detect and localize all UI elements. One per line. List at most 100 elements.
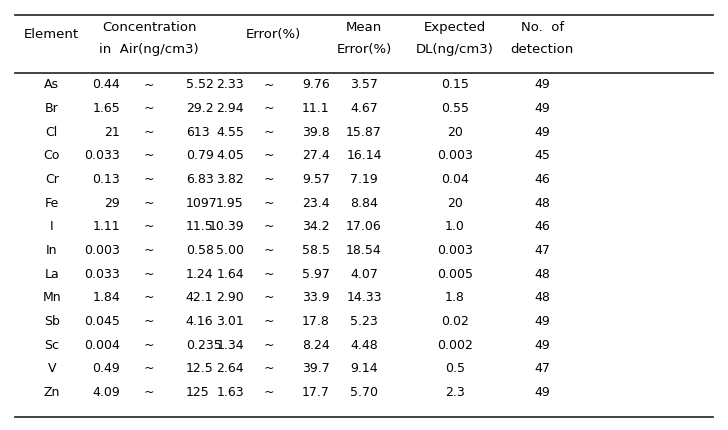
Text: Mean: Mean (346, 22, 382, 34)
Text: 10.39: 10.39 (208, 220, 244, 233)
Text: Sb: Sb (44, 315, 60, 328)
Text: 2.90: 2.90 (216, 291, 244, 304)
Text: in  Air(ng/cm3): in Air(ng/cm3) (100, 43, 199, 56)
Text: ~: ~ (143, 78, 154, 92)
Text: 2.64: 2.64 (216, 362, 244, 375)
Text: ~: ~ (143, 220, 154, 233)
Text: 5.70: 5.70 (350, 386, 378, 399)
Text: 39.8: 39.8 (302, 126, 330, 139)
Text: 4.55: 4.55 (216, 126, 244, 139)
Text: 4.07: 4.07 (350, 267, 378, 281)
Text: 48: 48 (534, 291, 550, 304)
Text: 7.19: 7.19 (350, 173, 378, 186)
Text: ~: ~ (264, 315, 274, 328)
Text: 1.63: 1.63 (216, 386, 244, 399)
Text: 1.34: 1.34 (216, 338, 244, 352)
Text: 1.24: 1.24 (186, 267, 213, 281)
Text: ~: ~ (264, 220, 274, 233)
Text: 0.02: 0.02 (441, 315, 469, 328)
Text: Sc: Sc (44, 338, 59, 352)
Text: 0.235: 0.235 (186, 338, 221, 352)
Text: 58.5: 58.5 (302, 244, 330, 257)
Text: 16.14: 16.14 (347, 149, 381, 163)
Text: ~: ~ (264, 102, 274, 115)
Text: ~: ~ (264, 386, 274, 399)
Text: 0.045: 0.045 (84, 315, 120, 328)
Text: 8.24: 8.24 (302, 338, 330, 352)
Text: As: As (44, 78, 59, 92)
Text: 46: 46 (534, 220, 550, 233)
Text: 1.84: 1.84 (92, 291, 120, 304)
Text: 6.83: 6.83 (186, 173, 213, 186)
Text: Mn: Mn (42, 291, 61, 304)
Text: 3.82: 3.82 (216, 173, 244, 186)
Text: 1.11: 1.11 (92, 220, 120, 233)
Text: 0.44: 0.44 (92, 78, 120, 92)
Text: Concentration: Concentration (102, 22, 197, 34)
Text: 46: 46 (534, 173, 550, 186)
Text: Element: Element (24, 28, 79, 41)
Text: 9.14: 9.14 (350, 362, 378, 375)
Text: In: In (46, 244, 58, 257)
Text: ~: ~ (143, 102, 154, 115)
Text: 2.94: 2.94 (216, 102, 244, 115)
Text: 1.0: 1.0 (445, 220, 465, 233)
Text: 1.95: 1.95 (216, 197, 244, 210)
Text: 0.033: 0.033 (84, 149, 120, 163)
Text: ~: ~ (264, 267, 274, 281)
Text: 0.58: 0.58 (186, 244, 213, 257)
Text: Cl: Cl (46, 126, 58, 139)
Text: Cr: Cr (44, 173, 59, 186)
Text: ~: ~ (143, 173, 154, 186)
Text: 20: 20 (447, 197, 463, 210)
Text: 49: 49 (534, 102, 550, 115)
Text: 4.05: 4.05 (216, 149, 244, 163)
Text: 9.57: 9.57 (302, 173, 330, 186)
Text: ~: ~ (264, 78, 274, 92)
Text: La: La (44, 267, 59, 281)
Text: 48: 48 (534, 197, 550, 210)
Text: 4.48: 4.48 (350, 338, 378, 352)
Text: 12.5: 12.5 (186, 362, 213, 375)
Text: 11.5: 11.5 (186, 220, 213, 233)
Text: 27.4: 27.4 (302, 149, 330, 163)
Text: 49: 49 (534, 338, 550, 352)
Text: 4.16: 4.16 (186, 315, 213, 328)
Text: 49: 49 (534, 386, 550, 399)
Text: 15.87: 15.87 (346, 126, 382, 139)
Text: Error(%): Error(%) (336, 43, 392, 56)
Text: 20: 20 (447, 126, 463, 139)
Text: ~: ~ (143, 362, 154, 375)
Text: 29: 29 (104, 197, 120, 210)
Text: 3.01: 3.01 (216, 315, 244, 328)
Text: 0.002: 0.002 (437, 338, 473, 352)
Text: 5.00: 5.00 (216, 244, 244, 257)
Text: No.  of: No. of (521, 22, 564, 34)
Text: I: I (50, 220, 53, 233)
Text: Zn: Zn (44, 386, 60, 399)
Text: 0.004: 0.004 (84, 338, 120, 352)
Text: Fe: Fe (44, 197, 59, 210)
Text: 0.79: 0.79 (186, 149, 213, 163)
Text: 17.06: 17.06 (346, 220, 382, 233)
Text: 1.65: 1.65 (92, 102, 120, 115)
Text: 5.23: 5.23 (350, 315, 378, 328)
Text: Co: Co (44, 149, 60, 163)
Text: 2.3: 2.3 (445, 386, 465, 399)
Text: 0.033: 0.033 (84, 267, 120, 281)
Text: detection: detection (511, 43, 574, 56)
Text: 0.003: 0.003 (437, 149, 473, 163)
Text: ~: ~ (143, 267, 154, 281)
Text: 0.55: 0.55 (441, 102, 469, 115)
Text: 1097: 1097 (186, 197, 218, 210)
Text: 11.1: 11.1 (302, 102, 330, 115)
Text: 5.97: 5.97 (302, 267, 330, 281)
Text: 0.003: 0.003 (437, 244, 473, 257)
Text: 23.4: 23.4 (302, 197, 330, 210)
Text: 42.1: 42.1 (186, 291, 213, 304)
Text: ~: ~ (264, 338, 274, 352)
Text: V: V (47, 362, 56, 375)
Text: 49: 49 (534, 126, 550, 139)
Text: ~: ~ (143, 291, 154, 304)
Text: 34.2: 34.2 (302, 220, 330, 233)
